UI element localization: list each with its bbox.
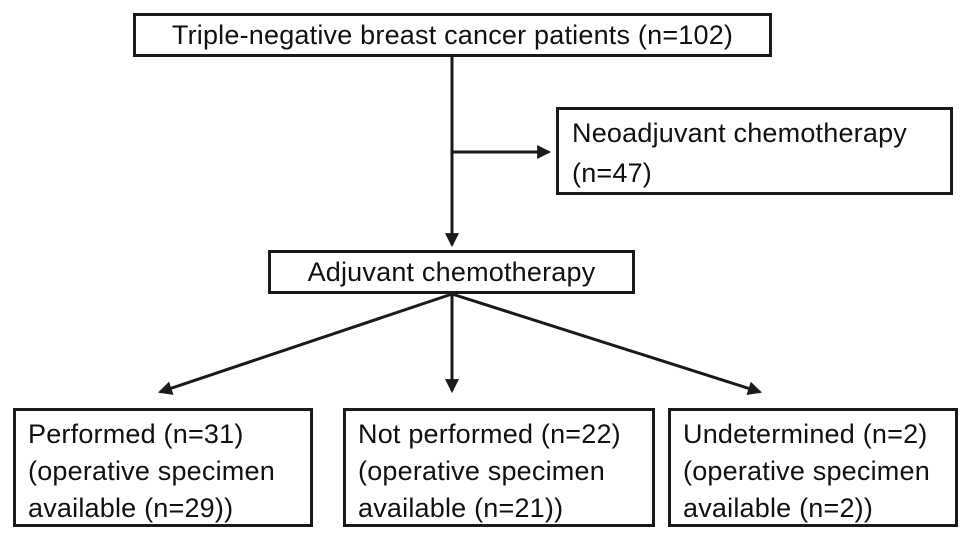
node-performed: Performed (n=31) (operative specimen ava… (13, 408, 313, 527)
node-undetermined: Undetermined (n=2) (operative specimen a… (668, 408, 958, 527)
node-neoadjuvant-line: (n=47) (572, 158, 652, 188)
node-neoadjuvant: Neoadjuvant chemotherapy (n=47) (556, 107, 953, 195)
node-undetermined-line: Undetermined (n=2) (683, 419, 928, 449)
node-neoadjuvant-line: Neoadjuvant chemotherapy (572, 118, 908, 148)
node-undetermined-line: (operative specimen (683, 456, 930, 486)
node-not-performed-line: Not performed (n=22) (358, 419, 621, 449)
node-adjuvant: Adjuvant chemotherapy (268, 250, 635, 294)
node-undetermined-line: available (n=2)) (683, 493, 874, 523)
edge-adjuvant-to-undetermined (451, 292, 763, 396)
node-performed-line: available (n=29)) (28, 493, 234, 523)
edge-adjuvant-to-performed (158, 292, 453, 395)
node-performed-line: (operative specimen (28, 456, 275, 486)
node-performed-line: Performed (n=31) (28, 419, 244, 449)
node-not-performed-line: available (n=21)) (358, 493, 564, 523)
node-not-performed: Not performed (n=22) (operative specimen… (343, 408, 655, 527)
node-adjuvant-label: Adjuvant chemotherapy (307, 256, 596, 287)
node-root: Triple-negative breast cancer patients (… (133, 13, 772, 57)
node-not-performed-line: (operative specimen (358, 456, 605, 486)
node-root-label: Triple-negative breast cancer patients (… (171, 19, 734, 50)
